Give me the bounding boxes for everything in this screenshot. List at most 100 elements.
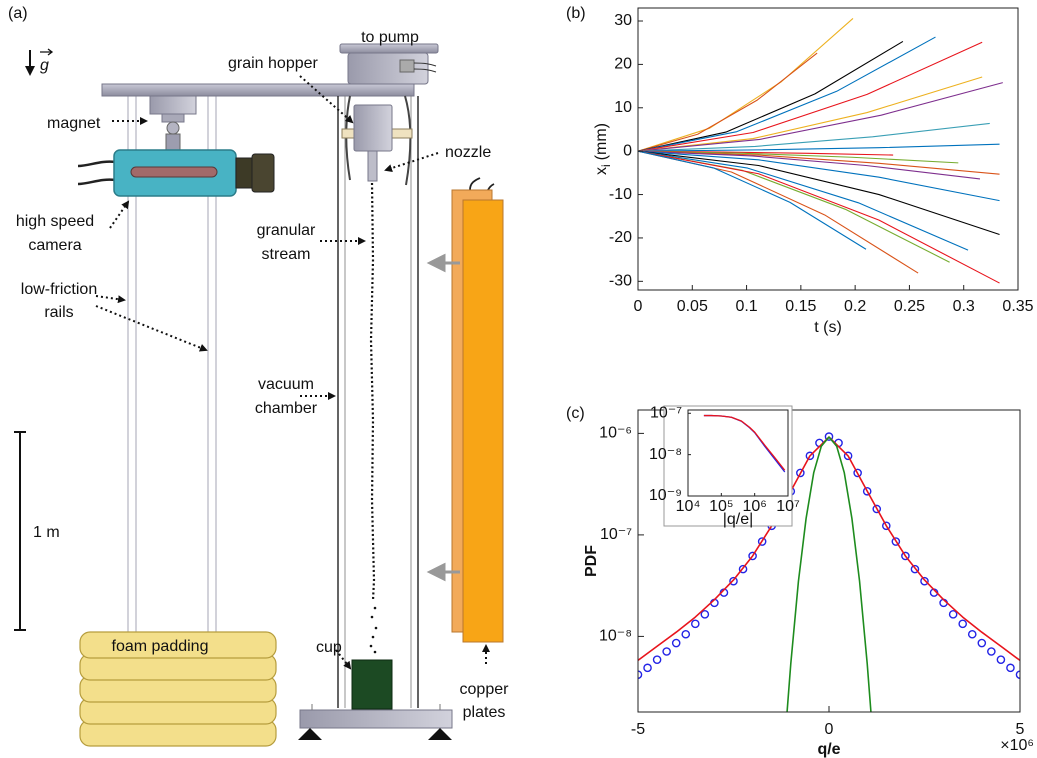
chart: 10⁴ 10⁵ 10⁶ 10⁷ 10⁻⁹ 10⁻⁸ 10⁻⁷ |q/e| [649,404,800,528]
granular-stream [369,182,376,601]
stray-grains-part [373,606,377,610]
leaders-part [299,75,354,124]
data-point [882,521,891,531]
data-point [958,619,968,629]
x-tick-label: 5 [1016,721,1025,738]
chart: 0 0.05 0.1 0.15 0.2 0.25 0.3 0.35 -30 -20 -10 0 10 20… [593,7,1034,336]
data-point [843,451,853,461]
y-axis-label: PDF [583,545,600,577]
magnet-block [161,113,185,123]
data-point [891,537,901,546]
leaders-part [335,649,352,670]
copper-plate [462,199,504,643]
x-tick-label: -5 [631,721,645,738]
stray-grains [369,606,378,654]
stray-grains-part [374,626,378,630]
axes-frame [687,409,789,497]
x-tick-label: 0.15 [785,298,816,315]
field-arrow [426,562,460,582]
vector-arrow [40,48,54,56]
label: 1 m [33,524,60,541]
foam-padding-part [79,631,277,659]
data-point [977,638,987,648]
data-line [638,150,1000,202]
y-axis-label-part: x [593,167,610,175]
x-tick-label: 0 [825,721,834,738]
chart: -5 0 5 10⁻⁸ 10⁻⁷ 10⁻⁶ q/e ×10⁶ PDF [583,409,1034,758]
cup [351,659,393,710]
y-tick-label: 30 [614,12,632,29]
data-point [805,451,815,461]
y-tick-label: 10⁻⁷ [600,526,632,543]
leaders-part [384,152,439,172]
data-point [901,551,910,561]
y-tick-label: 10⁻⁹ [649,487,682,504]
data-point [910,564,920,574]
data-point [748,551,757,561]
data-line [638,36,936,152]
data-line [638,150,1000,175]
data-point [996,655,1006,664]
data-line [638,41,983,152]
data-line [638,150,867,250]
magnet-block [149,95,197,115]
foam-padding [79,631,277,747]
label: cup [316,639,342,656]
data-line [638,150,959,164]
data-point [853,468,862,478]
gravity-label: g [40,57,49,74]
field-arrow [426,253,460,273]
leaders [95,75,490,670]
data-point [948,610,958,619]
y-tick-label: 10⁻⁸ [599,628,632,645]
panel-label: (c) [566,405,585,422]
x-tick-label: 0.3 [953,298,975,315]
beam [101,83,415,97]
data-line [638,150,1000,284]
data-point [700,610,710,619]
y-tick-label: -30 [609,273,632,290]
apparatus: g [14,29,509,747]
x-axis-label: t (s) [814,319,842,336]
y-tick-label: 0 [623,142,632,159]
data-point [652,655,662,664]
data-point [691,619,700,629]
x-tick-label: 0.35 [1002,298,1033,315]
y-tick-label: -10 [609,186,632,203]
data-line [638,76,983,152]
data-line [638,122,990,152]
data-point [662,647,671,656]
y-tick-label: 10⁻⁶ [599,425,632,442]
stray-grains-part [370,615,374,619]
data-line [638,82,1003,152]
camera-lens [251,153,275,193]
hopper [353,104,393,152]
data-point [987,647,996,656]
data-line [638,150,919,274]
data-line [638,150,950,263]
leaders-part [95,305,208,352]
data-point [681,629,691,639]
data-line [786,436,872,712]
scale-bar [14,431,26,631]
label: magnet [47,115,101,132]
label: chamber [255,400,318,417]
x-tick-label: 10⁴ [676,498,701,515]
data-point [872,504,882,514]
x-tick-label: 10⁶ [742,498,766,515]
x-tick-label: 0.2 [844,298,866,315]
pump-hose [413,62,437,73]
data-point [1006,663,1015,673]
label: plates [463,704,506,721]
y-tick-label: 10⁻⁸ [649,446,682,463]
data-line [638,150,969,251]
stray-grains-part [373,650,377,654]
pump-valve [399,59,415,73]
x-axis-label: |q/e| [723,511,754,528]
data-point [824,432,834,441]
data-point [757,537,767,546]
panel-label: (a) [8,5,28,22]
y-axis-label-part: i [599,164,613,167]
label: low-friction [21,281,97,298]
